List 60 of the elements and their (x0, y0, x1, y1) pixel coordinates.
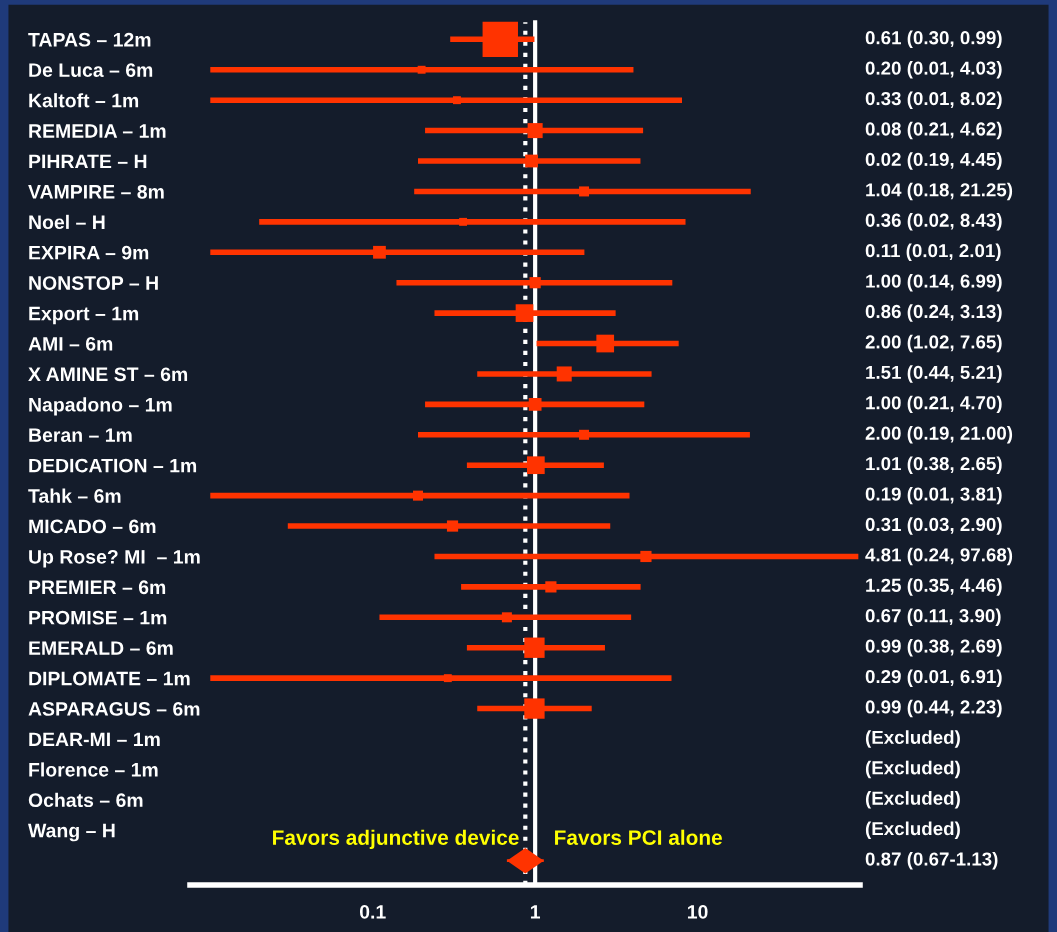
text: 0.02 (0.19, 4.45) (865, 152, 1002, 170)
text: 1.00 (0.14, 6.99) (866, 273, 1002, 292)
text: 0.61 (0.30, 0.99) (865, 30, 1002, 49)
y-tick-label: DEDICATION – 1m (29, 458, 197, 473)
text: 0.19 (0.01, 3.81) (865, 486, 1002, 505)
y-tick-label: PROMISE – 1m (29, 610, 167, 625)
text: 0.33 (0.01, 8.02) (865, 91, 1002, 109)
y-tick-label: EMERALD – 6m (29, 641, 173, 655)
y-tick-label: Florence – 1m (29, 762, 158, 777)
y-tick-label: ASPARAGUS – 6m (28, 702, 200, 716)
y-tick-label: NONSTOP – H (29, 276, 158, 290)
text: 0.29 (0.01, 6.91) (865, 669, 1002, 687)
text: 0.31 (0.03, 2.90) (865, 517, 1002, 535)
text: 0.20 (0.01, 4.03) (865, 61, 1002, 79)
y-tick-label: PIHRATE – H (29, 154, 147, 169)
text: 0.67 (0.11, 3.90) (865, 608, 1001, 627)
text: 1.00 (0.21, 4.70) (866, 395, 1002, 414)
y-tick-label: De Luca – 6m (29, 63, 153, 77)
text: 0.08 (0.21, 4.62) (865, 121, 1002, 140)
y-tick-label: VAMPIRE – 8m (28, 184, 164, 199)
annotation: Favors adjunctive device (273, 829, 519, 850)
x-tick-label: 0.1 (359, 904, 386, 919)
text: 0.36 (0.02, 8.43) (865, 213, 1002, 231)
y-tick-label: Tahk – 6m (28, 488, 121, 503)
text: (Excluded) (865, 791, 960, 809)
text: 1.04 (0.18, 21.25) (866, 182, 1013, 201)
text: 0.11 (0.01, 2.01) (865, 243, 1001, 262)
y-tick-label: AMI – 6m (28, 337, 113, 351)
y-tick-label: Beran – 1m (29, 428, 132, 443)
y-tick-label: REMEDIA – 1m (29, 124, 166, 138)
y-tick-label: X AMINE ST – 6m (28, 367, 188, 382)
text: 2.00 (1.02, 7.65) (865, 334, 1002, 353)
text: 0.86 (0.24, 3.13) (865, 304, 1002, 322)
y-tick-label: Napadono – 1m (29, 397, 172, 416)
y-tick-label: TAPAS – 12m (28, 32, 151, 47)
text: 1.51 (0.44, 5.21) (866, 365, 1002, 383)
y-tick-label: Ochats – 6m (28, 792, 143, 808)
text: 0.87 (0.67-1.13) (865, 851, 998, 870)
y-tick-label: EXPIRA – 9m (29, 245, 149, 260)
text: 4.81 (0.24, 97.68) (865, 547, 1013, 566)
y-tick-label: Noel – H (29, 214, 105, 230)
y-tick-label: Export – 1m (29, 306, 139, 325)
text: 0.99 (0.44, 2.23) (865, 699, 1002, 718)
text: (Excluded) (865, 821, 960, 839)
text: 2.00 (0.19, 21.00) (865, 426, 1013, 444)
x-tick-label: 1 (530, 905, 541, 919)
y-tick-label: Up Rose? MI – 1m (29, 549, 200, 568)
text: (Excluded) (865, 760, 960, 779)
annotation: Favors PCI alone (555, 829, 722, 845)
y-tick-label: DEAR-MI – 1m (29, 732, 160, 747)
y-tick-label: Wang – H (28, 823, 115, 842)
text: 1.25 (0.35, 4.46) (866, 578, 1002, 596)
y-tick-label: MICADO – 6m (29, 519, 156, 534)
text: 1.01 (0.38, 2.65) (866, 456, 1002, 474)
y-tick-label: PREMIER – 6m (29, 580, 166, 595)
x-tick-label: 10 (687, 904, 708, 919)
y-tick-label: DIPLOMATE – 1m (29, 671, 190, 686)
text: 0.99 (0.38, 2.69) (865, 638, 1002, 657)
y-tick-label: Kaltoft – 1m (29, 93, 139, 108)
text: (Excluded) (865, 730, 960, 748)
